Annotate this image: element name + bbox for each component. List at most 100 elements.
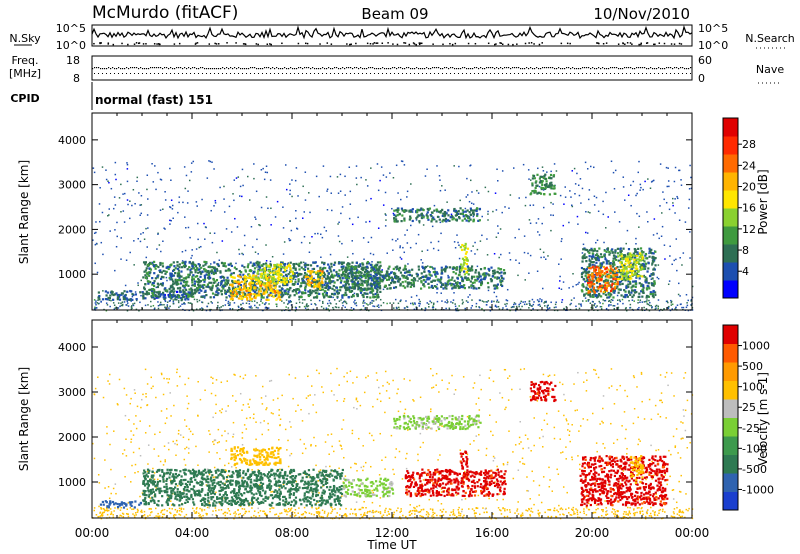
echo-cell-9 <box>617 288 620 291</box>
echo-cell-1 <box>321 267 325 270</box>
echo-cell-9 <box>651 292 655 295</box>
echo-cell-8 <box>532 174 536 178</box>
ground-scatter <box>328 309 331 312</box>
echo-cell-6 <box>395 209 398 212</box>
echo-cell-9 <box>627 280 630 283</box>
echo-cell-9 <box>596 289 600 292</box>
freq-dot <box>432 67 434 69</box>
scatter-point <box>400 198 402 201</box>
echo-cell-9 <box>618 270 621 274</box>
echo-cell-0 <box>106 291 109 294</box>
scatter-point <box>669 245 671 248</box>
echo-cell-5 <box>345 268 348 271</box>
freq-dot <box>588 67 590 69</box>
echo-cell-5 <box>390 276 394 279</box>
echo-cell-1 <box>190 295 193 298</box>
echo-cell-9 <box>610 249 613 252</box>
echo-cell-5 <box>436 287 439 290</box>
scatter-point <box>353 292 356 295</box>
echo-cell-5 <box>394 286 398 289</box>
echo-cell-5 <box>374 276 377 279</box>
scatter-point <box>677 293 680 296</box>
echo-cell-5 <box>350 268 353 271</box>
scatter-point <box>98 203 101 205</box>
scatter-point <box>468 200 471 203</box>
echo-cell-1 <box>369 263 372 267</box>
echo-cell-5 <box>435 271 438 274</box>
scatter-point <box>230 231 233 233</box>
echo-cell-0 <box>111 293 114 296</box>
nsearch-dot <box>270 43 272 46</box>
nave-dot <box>282 73 283 74</box>
nsearch-dot <box>242 43 245 45</box>
echo-cell-5 <box>487 286 490 289</box>
nave-tick-top: 60 <box>698 54 712 67</box>
echo-cell-1 <box>169 272 172 275</box>
scatter-point <box>518 228 520 231</box>
scatter-point <box>140 294 142 297</box>
echo-cell-2 <box>274 285 277 288</box>
echo-cell-5 <box>342 284 345 287</box>
scatter-point <box>265 266 268 269</box>
scatter-point <box>314 232 316 235</box>
scatter-point <box>584 297 587 299</box>
ground-scatter <box>497 301 500 303</box>
echo-cell-5 <box>444 267 447 270</box>
echo-cell-1 <box>177 296 181 299</box>
echo-cell-5 <box>451 276 454 279</box>
echo-cell-1 <box>190 289 193 293</box>
echo-cell-1 <box>256 263 259 266</box>
echo-cell-1 <box>363 292 366 295</box>
freq-dot <box>246 68 248 70</box>
echo-cell-3 <box>268 265 272 268</box>
echo-cell-5 <box>468 286 471 289</box>
ground-scatter <box>591 300 594 303</box>
nave-dot <box>510 73 511 74</box>
echo-cell-5 <box>431 267 435 270</box>
scatter-point <box>479 240 482 242</box>
freq-dot <box>266 67 268 69</box>
echo-cell-5 <box>411 268 414 271</box>
echo-cell-5 <box>464 277 467 280</box>
echo-cell-6 <box>469 207 472 210</box>
echo-cell-2 <box>251 297 254 300</box>
nsearch-dot <box>326 42 329 44</box>
echo-cell-9 <box>595 281 599 284</box>
ground-scatter <box>650 304 652 307</box>
echo-cell-6 <box>430 215 433 218</box>
scatter-point <box>620 280 623 283</box>
echo-cell-1 <box>173 295 176 298</box>
echo-cell-1 <box>230 272 233 275</box>
echo-cell-1 <box>330 270 333 273</box>
echo-cell-9 <box>591 252 594 255</box>
echo-cell-6 <box>457 210 460 213</box>
echo-cell-5 <box>362 266 365 269</box>
scatter-point <box>146 174 149 177</box>
scatter-point <box>630 184 632 187</box>
freq-dot <box>664 68 666 70</box>
ground-scatter <box>382 302 385 304</box>
echo-cell-5 <box>461 279 464 282</box>
beam-title: Beam 09 <box>361 5 428 23</box>
scatter-point <box>655 307 657 309</box>
echo-cell-2 <box>256 294 259 297</box>
echo-cell-8 <box>531 189 534 193</box>
echo-cell-5 <box>416 273 419 276</box>
freq-dot <box>290 67 292 69</box>
ground-scatter <box>676 304 679 306</box>
echo-cell-5 <box>446 266 449 269</box>
freq-dot <box>628 67 630 69</box>
echo-cell-5 <box>378 276 381 279</box>
echo-cell-1 <box>322 296 326 299</box>
echo-cell-1 <box>278 289 281 292</box>
scatter-point <box>469 179 472 182</box>
echo-cell-1 <box>371 289 374 293</box>
ground-scatter <box>344 306 346 308</box>
echo-cell-2 <box>243 276 246 279</box>
nave-dot <box>334 73 335 74</box>
echo-cell-3 <box>285 277 288 280</box>
echo-cell-7 <box>465 251 468 254</box>
echo-cell-1 <box>251 280 254 283</box>
echo-cell-1 <box>333 289 336 292</box>
echo-cell-1 <box>300 295 303 299</box>
